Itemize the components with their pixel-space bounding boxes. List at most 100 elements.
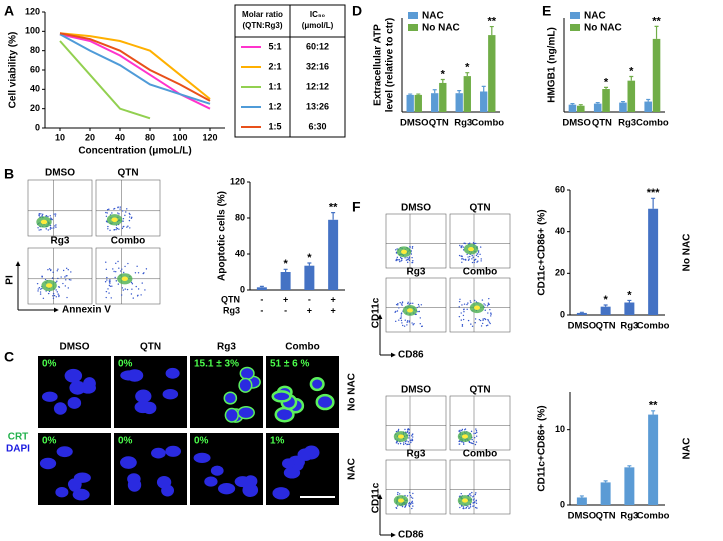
flow-dot — [460, 319, 463, 321]
nucleus — [56, 446, 73, 458]
flow-dot — [117, 212, 119, 214]
flow-dot — [412, 260, 414, 262]
flow-dot — [461, 325, 464, 327]
flow-dot — [479, 319, 482, 322]
flow-dot — [411, 438, 413, 440]
flow-dot — [463, 507, 465, 510]
condition-sign: - — [260, 294, 263, 304]
flow-dot — [53, 227, 55, 229]
y-axis-label: CD11c+CD86+ (%) — [537, 405, 548, 491]
flow-dot — [475, 428, 477, 430]
error-bar — [646, 98, 651, 102]
flow-dot — [105, 290, 108, 293]
significance: * — [603, 294, 608, 306]
flow-dot — [412, 505, 414, 507]
flow-dot — [408, 433, 410, 435]
table-header: (μmol/L) — [302, 21, 334, 30]
flow-axis-label: PI — [5, 275, 16, 285]
flow-dot — [483, 303, 485, 305]
flow-label: Combo — [463, 449, 497, 460]
bar — [328, 219, 339, 290]
flow-dot — [474, 437, 476, 439]
flow-dot — [400, 303, 403, 305]
table-cell: 60:12 — [306, 41, 329, 51]
bar — [455, 93, 463, 112]
flow-label: Rg3 — [51, 236, 70, 247]
flow-dot — [45, 215, 48, 217]
flow-dot — [115, 280, 118, 282]
flow-dot — [473, 495, 475, 497]
flow-dot — [420, 304, 423, 306]
flow-dot — [395, 259, 397, 262]
bar — [593, 103, 602, 112]
flow-dot — [119, 270, 122, 272]
flow-dot — [396, 310, 399, 312]
flow-dot — [404, 442, 407, 445]
flow-dot — [411, 507, 413, 510]
flow-dot — [119, 208, 121, 210]
flow-dot — [417, 303, 420, 306]
flow-dot — [38, 229, 40, 231]
flow-dot — [134, 272, 137, 274]
flow-dot — [58, 294, 60, 297]
condition-sign: - — [260, 305, 263, 315]
significance: * — [441, 68, 446, 80]
nucleus — [41, 391, 58, 402]
flow-dot — [474, 318, 477, 320]
flow-dot — [460, 255, 462, 257]
y-axis-label: level (relative to ctr) — [385, 18, 396, 112]
flow-dot — [117, 260, 119, 263]
significance: * — [465, 62, 470, 74]
flow-dot — [394, 311, 396, 313]
flow-dot — [396, 256, 399, 259]
nucleus — [165, 445, 182, 457]
flow-dot — [460, 258, 463, 260]
flow-plot — [385, 395, 447, 451]
flow-dot — [466, 253, 468, 256]
flow-dot — [408, 303, 410, 305]
flow-dot — [398, 319, 400, 321]
flow-dot — [489, 308, 491, 311]
flow-dot — [397, 428, 400, 431]
condition-sign: + — [307, 305, 312, 315]
flow-dot — [401, 505, 404, 508]
flow-dot — [110, 297, 112, 299]
flow-dot — [469, 242, 471, 244]
table-header: Molar ratio — [242, 10, 283, 19]
flow-dot — [407, 443, 409, 446]
flow-dot — [462, 314, 465, 317]
nucleus — [55, 487, 69, 498]
nucleus — [69, 380, 86, 395]
nucleus — [53, 402, 67, 415]
y-tick-label: 0 — [560, 499, 565, 509]
bar — [602, 89, 610, 112]
flow-dot — [411, 439, 414, 442]
series-line — [59, 33, 211, 105]
flow-dot — [108, 208, 110, 210]
flow-dot — [397, 491, 399, 494]
flow-dot — [400, 319, 403, 322]
flow-dot — [406, 261, 409, 264]
flow-dot — [66, 296, 68, 299]
flow-dot — [412, 433, 414, 435]
flow-dot — [406, 431, 409, 433]
flow-dot — [124, 288, 126, 290]
nucleus — [239, 366, 255, 381]
x-tick-label: 40 — [115, 132, 125, 142]
side-label: No NAC — [682, 234, 693, 272]
flow-dot — [109, 229, 111, 232]
flow-dot — [399, 260, 401, 263]
flow-label: Combo — [463, 267, 497, 278]
condition-sign: + — [283, 294, 288, 304]
flow-dot — [115, 270, 117, 273]
flow-dot — [481, 299, 484, 301]
nucleus — [223, 391, 238, 405]
flow-dot — [472, 505, 474, 507]
flow-dot — [118, 267, 120, 269]
flow-dot — [472, 499, 475, 501]
flow-label: Combo — [111, 236, 145, 247]
x-tick-label: 80 — [145, 132, 155, 142]
flow-dot — [467, 302, 469, 304]
flow-dot — [402, 443, 405, 446]
nucleus — [271, 390, 292, 403]
